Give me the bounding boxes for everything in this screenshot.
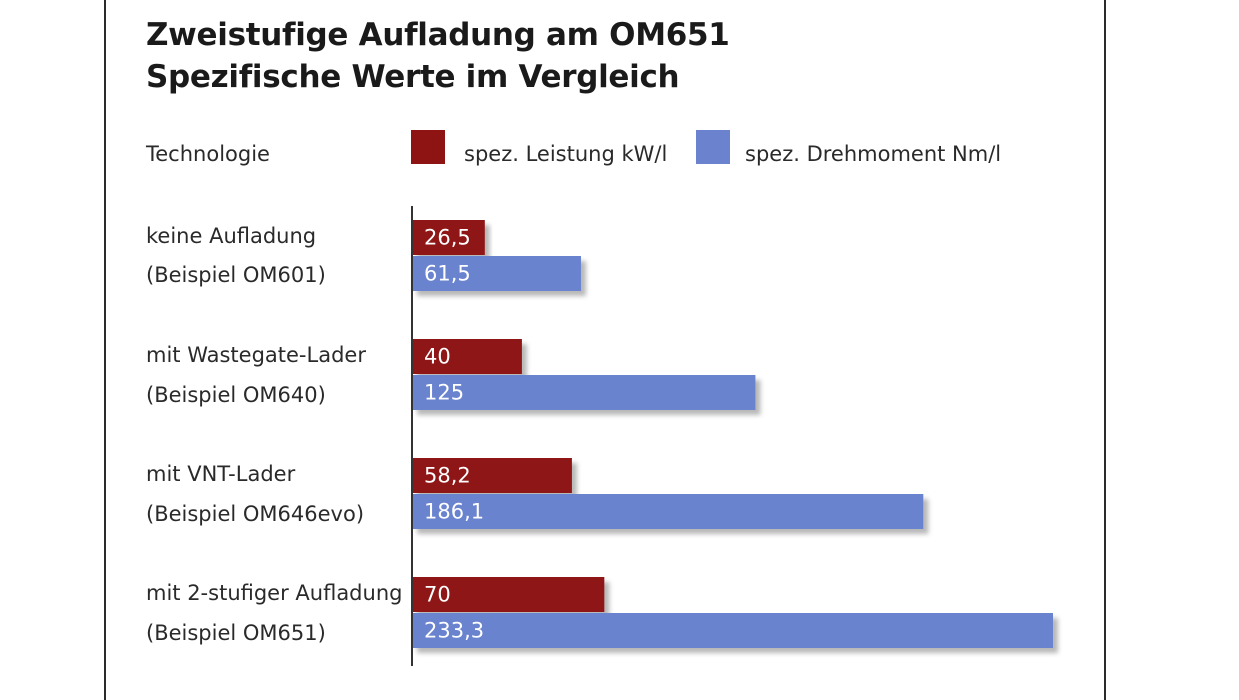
- bar-drehmoment-1: [412, 375, 756, 410]
- chart-title: Zweistufige Aufladung am OM651 Spezifisc…: [146, 14, 730, 98]
- frame-left-border: [104, 0, 106, 700]
- category-label-2a: mit VNT-Lader: [146, 462, 296, 486]
- bar-leistung-2: [412, 458, 572, 493]
- bar-value-label-leistung-0: 26,5: [424, 226, 471, 250]
- legend-label-drehmoment: spez. Drehmoment Nm/l: [745, 142, 1002, 166]
- bar-value-label-drehmoment-0: 61,5: [424, 262, 471, 286]
- bar-value-label-drehmoment-3: 233,3: [424, 619, 484, 643]
- legend-label-leistung: spez. Leistung kW/l: [464, 142, 668, 166]
- category-label-3b: (Beispiel OM651): [146, 621, 326, 645]
- category-header: Technologie: [146, 142, 270, 166]
- category-label-3a: mit 2-stufiger Aufladung: [146, 581, 403, 605]
- chart-title-line1: Zweistufige Aufladung am OM651: [146, 17, 730, 53]
- category-label-0b: (Beispiel OM601): [146, 263, 326, 287]
- frame-right-border: [1104, 0, 1106, 700]
- bar-value-label-leistung-3: 70: [424, 583, 451, 607]
- category-label-1b: (Beispiel OM640): [146, 383, 326, 407]
- bar-leistung-1: [412, 339, 522, 374]
- bar-value-label-leistung-2: 58,2: [424, 464, 471, 488]
- bar-value-label-drehmoment-2: 186,1: [424, 500, 484, 524]
- chart-title-line2: Spezifische Werte im Vergleich: [146, 59, 680, 95]
- bar-value-label-leistung-1: 40: [424, 345, 451, 369]
- category-label-0a: keine Aufladung: [146, 224, 317, 248]
- y-axis-line: [411, 206, 413, 666]
- category-label-1a: mit Wastegate-Lader: [146, 343, 366, 367]
- bar-drehmoment-0: [412, 256, 581, 291]
- bar-drehmoment-2: [412, 494, 924, 529]
- bar-value-label-drehmoment-1: 125: [424, 381, 464, 405]
- legend-swatch-leistung: [411, 130, 445, 164]
- bar-leistung-3: [412, 577, 605, 612]
- bar-leistung-0: [412, 220, 485, 255]
- bar-drehmoment-3: [412, 613, 1053, 648]
- legend-swatch-drehmoment: [696, 130, 730, 164]
- category-label-2b: (Beispiel OM646evo): [146, 502, 365, 526]
